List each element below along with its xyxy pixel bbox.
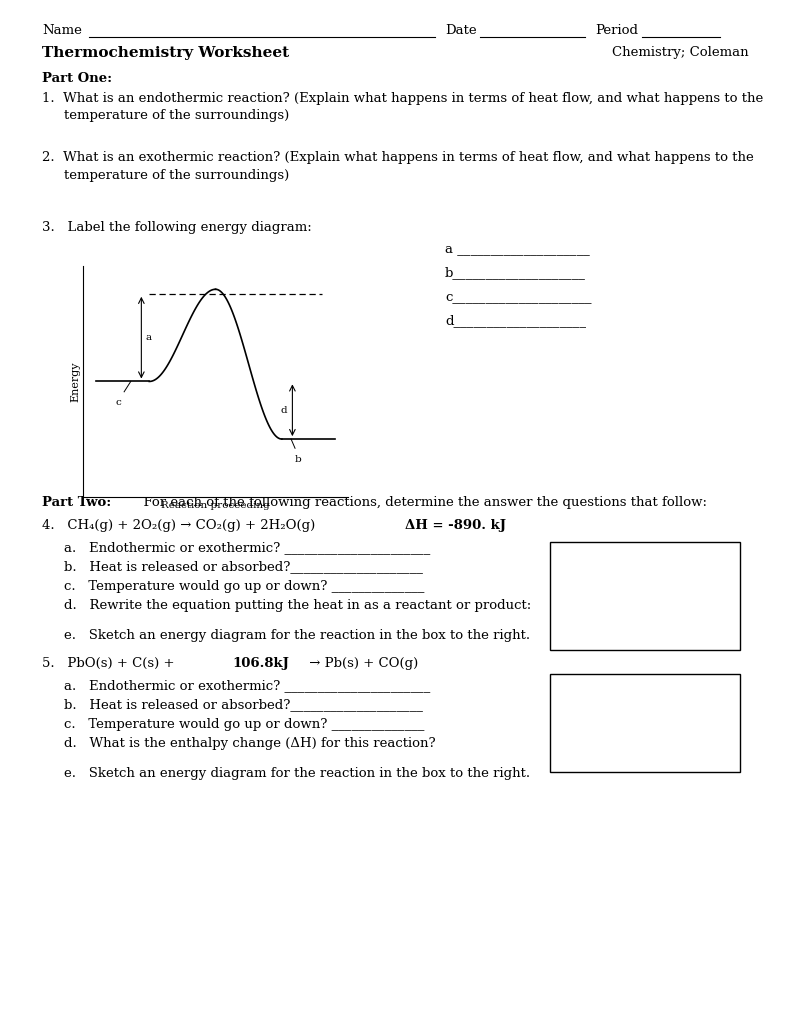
Text: 2.  What is an exothermic reaction? (Explain what happens in terms of heat flow,: 2. What is an exothermic reaction? (Expl… [42, 152, 754, 165]
Text: a.   Endothermic or exothermic? ______________________: a. Endothermic or exothermic? __________… [64, 541, 430, 554]
Text: temperature of the surroundings): temperature of the surroundings) [64, 110, 290, 123]
Bar [550, 542, 740, 650]
Text: Period: Period [595, 24, 638, 37]
Text: c: c [116, 397, 122, 407]
Text: 106.8kJ: 106.8kJ [232, 657, 289, 670]
Text: d.   Rewrite the equation putting the heat in as a reactant or product:: d. Rewrite the equation putting the heat… [64, 599, 532, 612]
Text: Date: Date [445, 24, 477, 37]
Text: Part One:: Part One: [42, 72, 112, 85]
Text: 1.  What is an endothermic reaction? (Explain what happens in terms of heat flow: 1. What is an endothermic reaction? (Exp… [42, 92, 763, 105]
Bar [550, 674, 740, 772]
Text: b.   Heat is released or absorbed?____________________: b. Heat is released or absorbed?________… [64, 698, 423, 712]
Text: temperature of the surroundings): temperature of the surroundings) [64, 169, 290, 182]
Text: Name: Name [42, 24, 82, 37]
Text: ΔH = -890. kJ: ΔH = -890. kJ [405, 519, 506, 532]
X-axis label: Reaction proceeding: Reaction proceeding [161, 501, 270, 510]
Text: c.   Temperature would go up or down? ______________: c. Temperature would go up or down? ____… [64, 718, 425, 731]
Text: d.   What is the enthalpy change (ΔH) for this reaction?: d. What is the enthalpy change (ΔH) for … [64, 737, 436, 751]
Text: 4.   CH₄(g) + 2O₂(g) → CO₂(g) + 2H₂O(g): 4. CH₄(g) + 2O₂(g) → CO₂(g) + 2H₂O(g) [42, 519, 316, 532]
Y-axis label: Energy: Energy [70, 361, 80, 401]
Text: For each of the following reactions, determine the answer the questions that fol: For each of the following reactions, det… [135, 496, 707, 509]
Text: c.   Temperature would go up or down? ______________: c. Temperature would go up or down? ____… [64, 580, 425, 593]
Text: e.   Sketch an energy diagram for the reaction in the box to the right.: e. Sketch an energy diagram for the reac… [64, 629, 530, 642]
Text: Part Two:: Part Two: [42, 496, 112, 509]
Text: → Pb(s) + CO(g): → Pb(s) + CO(g) [305, 657, 418, 670]
Text: Chemistry; Coleman: Chemistry; Coleman [612, 46, 749, 59]
Text: d: d [281, 406, 288, 415]
Text: e.   Sketch an energy diagram for the reaction in the box to the right.: e. Sketch an energy diagram for the reac… [64, 767, 530, 780]
Text: a: a [146, 333, 151, 342]
Text: d____________________: d____________________ [445, 314, 586, 327]
Text: b: b [294, 455, 301, 464]
Text: a ____________________: a ____________________ [445, 242, 590, 255]
Text: b.   Heat is released or absorbed?____________________: b. Heat is released or absorbed?________… [64, 560, 423, 573]
Text: c_____________________: c_____________________ [445, 290, 592, 303]
Text: 3.   Label the following energy diagram:: 3. Label the following energy diagram: [42, 221, 312, 234]
Text: Thermochemistry Worksheet: Thermochemistry Worksheet [42, 46, 290, 60]
Text: 5.   PbO(s) + C(s) +: 5. PbO(s) + C(s) + [42, 657, 179, 670]
Text: a.   Endothermic or exothermic? ______________________: a. Endothermic or exothermic? __________… [64, 679, 430, 692]
Text: b____________________: b____________________ [445, 266, 586, 279]
